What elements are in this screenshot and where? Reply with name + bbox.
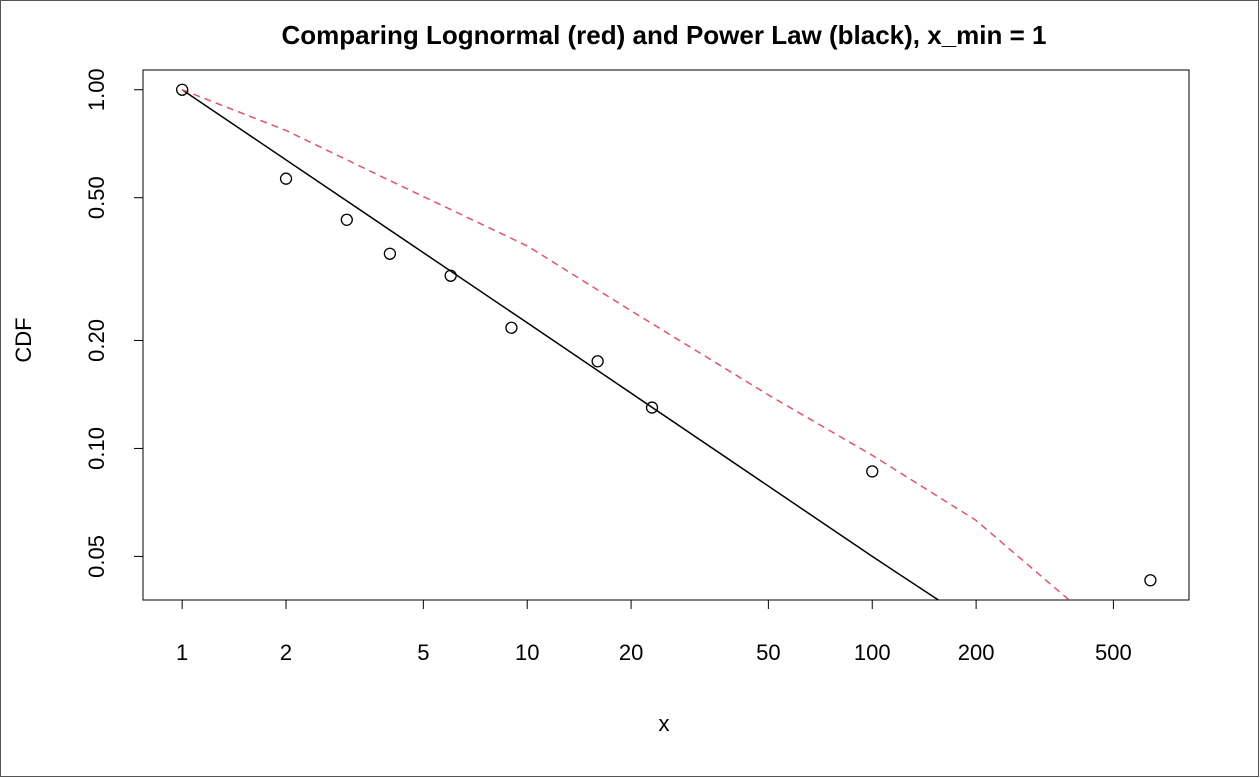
x-tick-label: 200 <box>958 640 995 665</box>
data-point <box>383 247 397 260</box>
fit-line <box>181 89 1070 600</box>
data-point <box>591 355 604 368</box>
x-tick-label: 2 <box>280 640 292 665</box>
data-point <box>176 83 189 96</box>
y-axis-label: CDF <box>11 317 36 362</box>
y-tick-label: 1.00 <box>84 68 109 111</box>
x-tick-label: 10 <box>515 640 539 665</box>
fit-line <box>181 89 940 600</box>
data-point <box>866 465 879 478</box>
x-tick-label: 20 <box>619 640 643 665</box>
plot-box <box>142 69 1190 601</box>
x-tick-label: 500 <box>1095 640 1132 665</box>
x-tick-label: 5 <box>417 640 429 665</box>
data-point <box>340 213 353 226</box>
data-point <box>1144 574 1157 587</box>
x-tick-label: 1 <box>176 640 188 665</box>
y-tick-label: 0.20 <box>84 319 109 362</box>
data-point <box>444 269 457 282</box>
y-tick-label: 0.05 <box>84 535 109 578</box>
data-point <box>505 321 518 334</box>
y-tick-label: 0.10 <box>84 427 109 470</box>
x-axis-label: x <box>659 711 670 736</box>
x-tick-label: 100 <box>854 640 891 665</box>
chart-title: Comparing Lognormal (red) and Power Law … <box>282 20 1047 50</box>
data-point <box>645 401 659 414</box>
x-tick-label: 50 <box>756 640 780 665</box>
data-point <box>279 172 293 185</box>
plot-area <box>181 89 1070 600</box>
y-tick-label: 0.50 <box>84 176 109 219</box>
